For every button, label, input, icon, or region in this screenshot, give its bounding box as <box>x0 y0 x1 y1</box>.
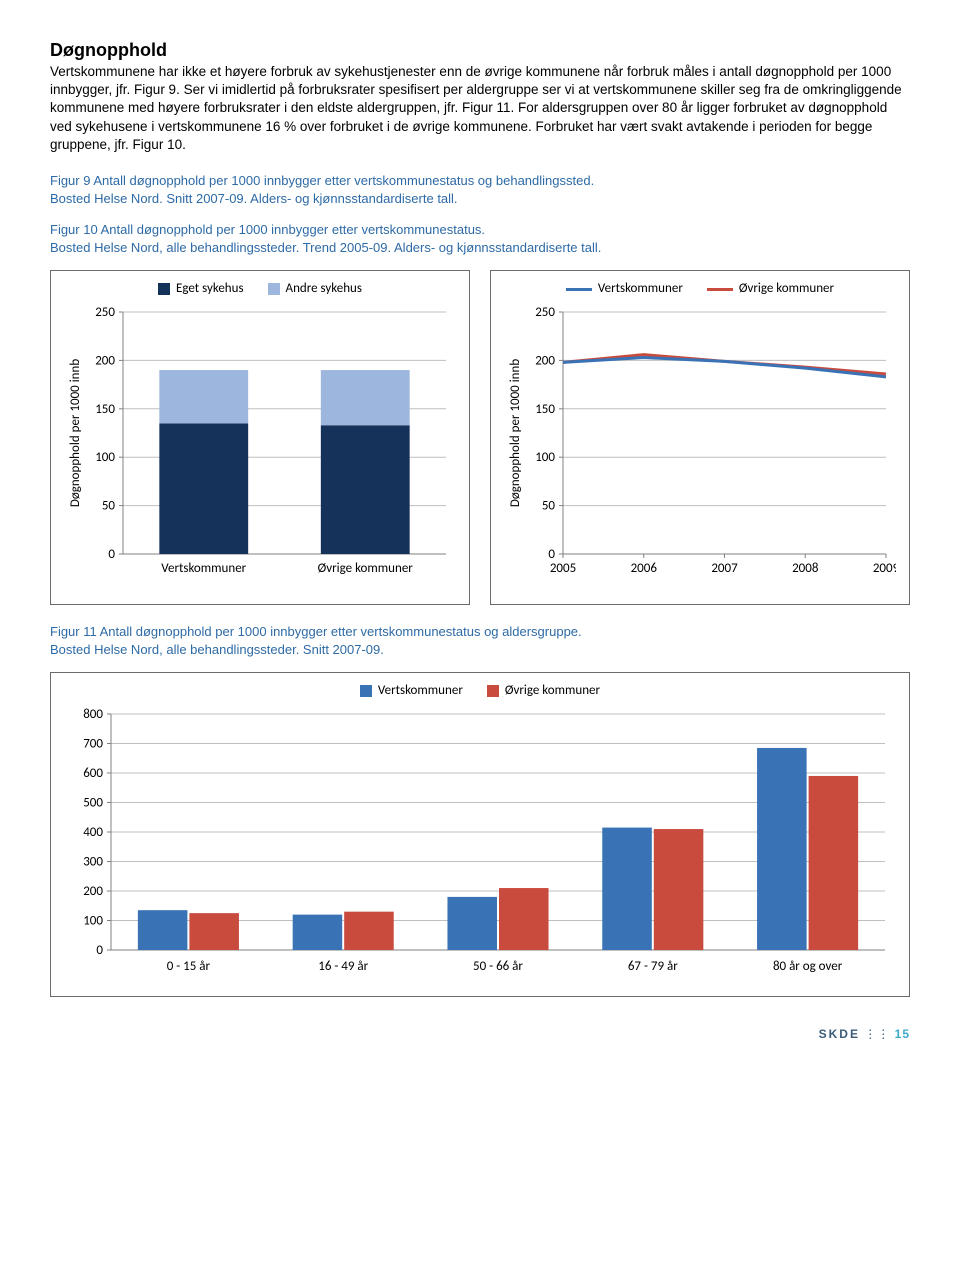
chart11-box: Vertskommuner Øvrige kommuner 0 100 200 300… <box>50 672 910 997</box>
chart10-legend-label-1: Øvrige kommuner <box>739 281 834 296</box>
svg-text:800: 800 <box>83 707 103 722</box>
svg-text:2007: 2007 <box>711 561 738 576</box>
figure11-caption-title: Figur 11 Antall døgnopphold per 1000 inn… <box>50 624 582 639</box>
chart9-svg: 0 50 100 150 200 250 Døgnopphold per 1000 innb… <box>61 304 456 594</box>
figure10-caption-title: Figur 10 Antall døgnopphold per 1000 inn… <box>50 222 485 237</box>
svg-text:200: 200 <box>535 354 555 369</box>
chart10-svg: 0 50 100 150 200 250 Døgnopphold per 1000 innb… <box>501 304 896 594</box>
chart10-box: Vertskommuner Øvrige kommuner 0 50 100 150 2… <box>490 270 910 605</box>
chart11-legend-label-1: Øvrige kommuner <box>505 683 600 698</box>
chart9-legend: Eget sykehus Andre sykehus <box>61 281 459 296</box>
svg-text:80 år og over: 80 år og over <box>773 959 843 974</box>
svg-text:2009: 2009 <box>873 561 896 576</box>
footer-page-number: 15 <box>895 1027 910 1041</box>
chart9-box: Eget sykehus Andre sykehus 0 50 100 150 200 2… <box>50 270 470 605</box>
figure11-caption: Figur 11 Antall døgnopphold per 1000 inn… <box>50 623 910 658</box>
figure9-caption-title: Figur 9 Antall døgnopphold per 1000 innb… <box>50 173 594 188</box>
svg-text:0: 0 <box>108 547 115 562</box>
chart9-legend-label-1: Andre sykehus <box>286 281 362 296</box>
svg-text:300: 300 <box>83 855 103 870</box>
figure9-caption-sub: Bosted Helse Nord. Snitt 2007-09. Alders… <box>50 191 458 206</box>
chart11-legend: Vertskommuner Øvrige kommuner <box>61 683 899 698</box>
chart10-legend-label-0: Vertskommuner <box>598 281 683 296</box>
body-paragraph: Vertskommunene har ikke et høyere forbru… <box>50 63 910 154</box>
svg-text:0: 0 <box>548 547 555 562</box>
svg-text:16 - 49 år: 16 - 49 år <box>318 959 368 974</box>
svg-text:500: 500 <box>83 796 103 811</box>
svg-text:2005: 2005 <box>550 561 576 576</box>
figure10-caption-sub: Bosted Helse Nord, alle behandlingsstede… <box>50 240 601 255</box>
chart11-svg: 0 100 200 300 400 500 600 700 800 0 - 15 år 16 - 4… <box>61 706 899 986</box>
svg-text:2006: 2006 <box>631 561 658 576</box>
svg-text:50 - 66 år: 50 - 66 år <box>473 959 523 974</box>
charts-row: Eget sykehus Andre sykehus 0 50 100 150 200 2… <box>50 270 910 605</box>
svg-text:50: 50 <box>102 499 116 514</box>
svg-text:0 - 15 år: 0 - 15 år <box>167 959 211 974</box>
svg-text:250: 250 <box>535 305 555 320</box>
svg-text:600: 600 <box>83 766 103 781</box>
svg-text:150: 150 <box>95 402 115 417</box>
chart9-legend-label-0: Eget sykehus <box>176 281 244 296</box>
svg-text:2008: 2008 <box>792 561 819 576</box>
chart9-legend-item-0: Eget sykehus <box>158 281 244 296</box>
chart11-legend-item-1: Øvrige kommuner <box>487 683 600 698</box>
svg-text:100: 100 <box>83 914 103 929</box>
chart9-legend-item-1: Andre sykehus <box>268 281 362 296</box>
footer-logo: SKDE <box>819 1027 860 1041</box>
svg-text:100: 100 <box>535 450 555 465</box>
chart11-legend-item-0: Vertskommuner <box>360 683 463 698</box>
svg-text:Øvrige kommuner: Øvrige kommuner <box>318 561 414 576</box>
footer-sep: ⋮⋮ <box>864 1027 894 1041</box>
svg-text:700: 700 <box>83 737 103 752</box>
svg-text:Døgnopphold per 1000 innb: Døgnopphold per 1000 innb <box>508 359 523 507</box>
svg-text:100: 100 <box>95 450 115 465</box>
chart10-legend-item-0: Vertskommuner <box>566 281 683 296</box>
svg-text:67 - 79 år: 67 - 79 år <box>628 959 678 974</box>
svg-text:Vertskommuner: Vertskommuner <box>161 561 246 576</box>
section-heading: Døgnopphold <box>50 40 910 61</box>
svg-text:200: 200 <box>95 354 115 369</box>
figure10-caption: Figur 10 Antall døgnopphold per 1000 inn… <box>50 221 910 256</box>
svg-text:200: 200 <box>83 884 103 899</box>
chart10-legend-item-1: Øvrige kommuner <box>707 281 834 296</box>
svg-text:400: 400 <box>83 825 103 840</box>
chart10-legend: Vertskommuner Øvrige kommuner <box>501 281 899 296</box>
svg-text:50: 50 <box>542 499 556 514</box>
svg-text:250: 250 <box>95 305 115 320</box>
chart11-legend-label-0: Vertskommuner <box>378 683 463 698</box>
svg-text:Døgnopphold per 1000 innb: Døgnopphold per 1000 innb <box>68 359 83 507</box>
figure11-caption-sub: Bosted Helse Nord, alle behandlingsstede… <box>50 642 384 657</box>
figure9-caption: Figur 9 Antall døgnopphold per 1000 innb… <box>50 172 910 207</box>
svg-text:0: 0 <box>96 943 103 958</box>
page-footer: SKDE ⋮⋮ 15 <box>50 1027 910 1041</box>
svg-text:150: 150 <box>535 402 555 417</box>
